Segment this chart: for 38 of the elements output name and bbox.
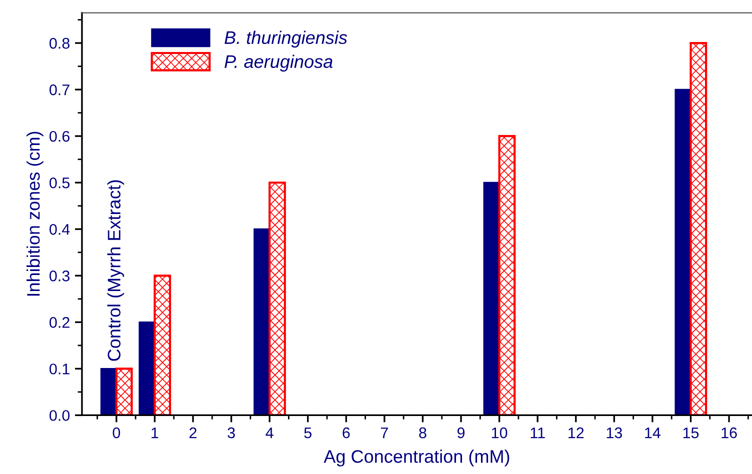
x-tick-label: 4 — [266, 428, 274, 438]
y-axis-title: Inhibition zones (cm) — [26, 132, 44, 296]
legend-label: B. thuringiensis — [224, 30, 348, 48]
x-tick-label: 13 — [606, 427, 622, 438]
x-tick-label: 8 — [419, 427, 426, 438]
x-tick-label: 1 — [152, 428, 158, 438]
y-tick-label: 0.7 — [50, 84, 70, 96]
legend-label: P. aeruginosa — [224, 54, 333, 72]
x-tick-label: 10 — [492, 427, 508, 438]
bar — [690, 42, 708, 416]
x-tick-label: 0 — [112, 427, 120, 438]
x-tick-label: 3 — [228, 427, 235, 438]
bar — [115, 368, 133, 416]
bar — [674, 88, 692, 416]
y-tick-label: 0.5 — [50, 177, 70, 188]
x-tick-label: 9 — [457, 427, 465, 438]
x-tick-label: 6 — [342, 427, 350, 438]
x-tick-label: 14 — [645, 428, 661, 438]
annotation: Control (Myrrh Extract) — [107, 180, 124, 361]
bar — [498, 135, 516, 416]
y-tick-label: 0.4 — [50, 224, 70, 235]
y-tick-label: 0.8 — [50, 38, 70, 49]
x-tick-label: 12 — [568, 427, 584, 438]
y-tick-label: 0.1 — [50, 364, 70, 374]
x-axis-title: Ag Concentration (mM) — [324, 450, 510, 466]
x-tick-label: 11 — [530, 428, 545, 438]
x-tick-label: 2 — [190, 427, 196, 438]
x-tick-label: 16 — [722, 427, 737, 438]
bar — [268, 182, 286, 416]
y-tick-label: 0.0 — [50, 410, 70, 421]
y-tick-label: 0.2 — [50, 317, 70, 328]
bar — [154, 274, 172, 416]
x-tick-label: 7 — [380, 428, 388, 438]
y-tick-label: 0.6 — [50, 130, 70, 142]
bar — [483, 182, 500, 416]
x-tick-label: 15 — [683, 428, 699, 438]
x-tick-label: 5 — [304, 428, 312, 438]
y-tick-label: 0.3 — [50, 270, 70, 282]
